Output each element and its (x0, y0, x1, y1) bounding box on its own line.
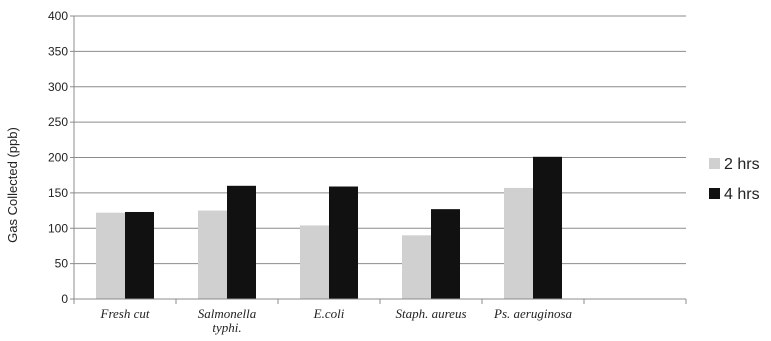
bar-4-hrs-3 (431, 209, 460, 299)
x-tick-label: typhi. (212, 320, 241, 335)
legend-label: 4 hrs (724, 186, 760, 203)
x-tick-label: Salmonella (198, 306, 257, 321)
x-tick-label: E.coli (313, 306, 345, 321)
y-tick-label: 50 (55, 257, 69, 271)
bar-2-hrs-1 (198, 210, 227, 299)
bar-4-hrs-4 (533, 156, 562, 299)
bars (96, 156, 562, 299)
y-axis-title: Gas Collected (ppb) (5, 127, 20, 243)
y-tick-label: 250 (48, 115, 68, 129)
y-tick-label: 100 (48, 221, 68, 235)
y-tick-label: 150 (48, 186, 68, 200)
x-tick-label: Ps. aeruginosa (493, 306, 573, 321)
bar-4-hrs-0 (125, 211, 154, 299)
y-tick-labels: 0 50 100 150 200 250 300 350 400 (48, 9, 68, 306)
bar-2-hrs-2 (300, 225, 329, 299)
bar-4-hrs-1 (227, 185, 256, 299)
x-tick-label: Fresh cut (100, 306, 150, 321)
bar-4-hrs-2 (329, 186, 358, 299)
bar-2-hrs-4 (504, 187, 533, 299)
axes (70, 15, 687, 304)
bar-2-hrs-3 (402, 235, 431, 299)
y-tick-label: 400 (48, 9, 68, 23)
legend: 2 hrs 4 hrs (709, 156, 760, 203)
y-tick-label: 200 (48, 151, 68, 165)
gridlines (74, 15, 686, 265)
bar-2-hrs-0 (96, 212, 125, 299)
legend-swatch (709, 158, 720, 169)
y-tick-label: 300 (48, 80, 68, 94)
legend-label: 2 hrs (724, 156, 760, 173)
x-tick-label: Staph. aureus (395, 306, 466, 321)
y-tick-label: 350 (48, 44, 68, 58)
y-tick-label: 0 (61, 292, 68, 306)
legend-swatch (709, 188, 720, 199)
